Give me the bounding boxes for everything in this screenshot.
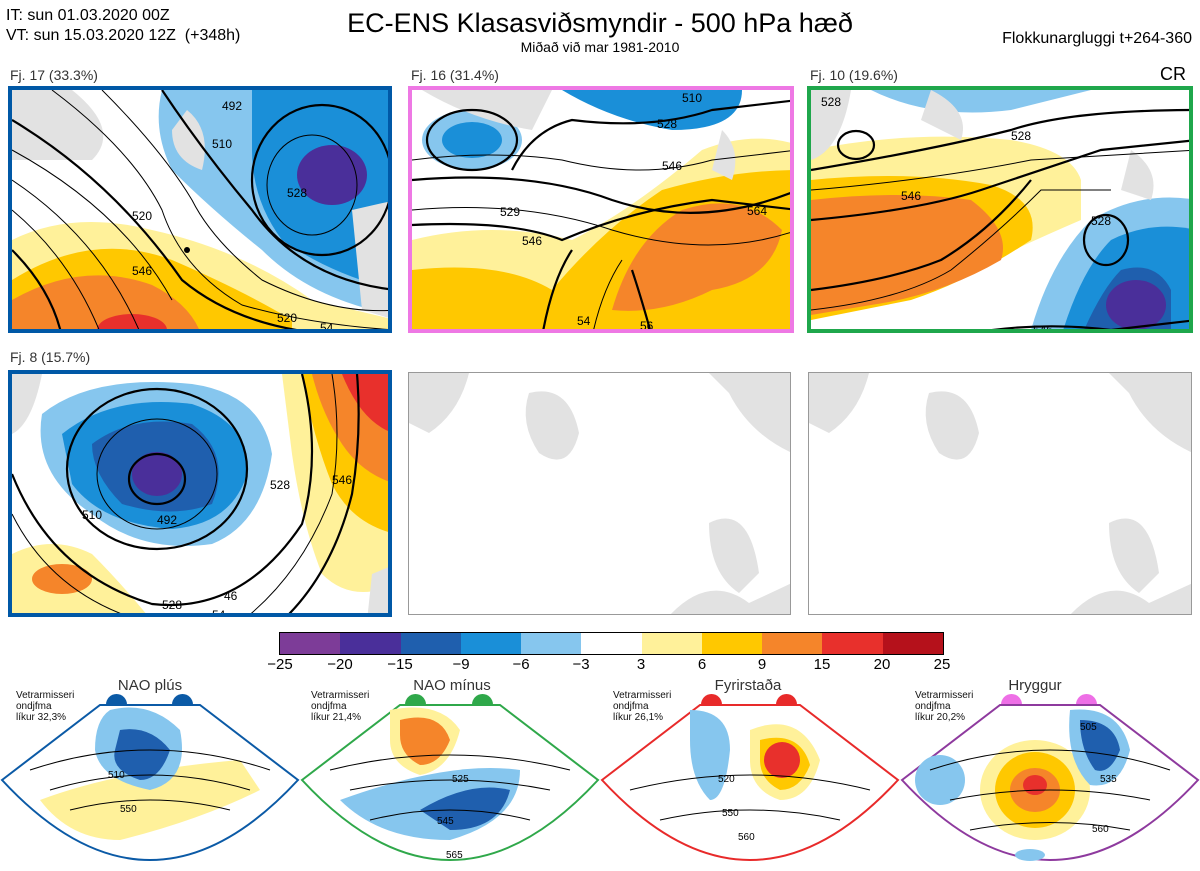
classification-window-label: Flokkunargluggi t+264-360 [1002,30,1192,47]
colorbar-swatch [521,633,582,654]
colorbar-swatch [581,633,642,654]
contour-label: 525 [452,774,469,785]
contour-label: 528 [1011,129,1031,143]
contour-label: 505 [1080,722,1097,733]
contour-label: 546 [132,264,152,278]
contour-label: 54 [212,608,226,617]
cluster-map-1: 492 510 528 520 546 520 54 [8,86,392,333]
contour-label: 56 [640,319,654,333]
contour-label: 546 [522,234,542,248]
empty-map-6 [808,372,1192,615]
contour-label: 565 [446,850,463,861]
contour-label: 510 [82,508,102,522]
colorbar-swatch [400,633,461,654]
regime-note-4: Vetrarmisseri ondjfma líkur 20,2% [915,690,974,723]
contour-label: 520 [718,774,735,785]
colorbar-swatch [882,633,943,654]
contour-label: 546 [332,473,352,487]
cluster-map-4: 510 492 528 546 528 54 46 [8,370,392,617]
cluster-label-4: Fj. 8 (15.7%) [10,349,91,365]
colorbar-swatch [762,633,823,654]
colorbar-tick: −6 [512,656,530,673]
colorbar-tick: 3 [636,656,646,673]
contour-label: 520 [277,311,297,325]
initial-time-label: IT: sun 01.03.2020 00Z [6,7,170,24]
cluster-label-3: Fj. 10 (19.6%) [810,67,898,83]
colorbar-tick: −20 [327,656,353,673]
contour-label: 492 [157,513,177,527]
regime-name-3: Fyrirstaða [714,677,782,694]
contour-label: 546 [1033,323,1053,333]
colorbar-tick: 15 [813,656,831,673]
colorbar-tick: −15 [387,656,413,673]
colorbar-swatch [280,633,341,654]
page-subtitle: Miðað við mar 1981-2010 [520,39,680,55]
colorbar-tick: −3 [572,656,590,673]
contour-label: 564 [747,204,767,218]
valid-time-label: VT: sun 15.03.2020 12Z (+348h) [6,27,241,44]
colorbar-swatch [822,633,883,654]
contour-label: 529 [500,205,520,219]
colorbar-tick: 9 [757,656,767,673]
cluster-map-3: 528 528 546 528 546 [807,86,1193,333]
contour-label: 54 [320,321,334,333]
contour-label: 528 [657,117,677,131]
regime-name-4: Hryggur [1008,677,1062,694]
cluster-label-1: Fj. 17 (33.3%) [10,67,98,83]
contour-label: 545 [437,816,454,827]
colorbar-tick: 6 [697,656,707,673]
regime-map-2: 525 545 565 [300,704,600,861]
contour-label: 528 [270,478,290,492]
cr-label: CR [1160,64,1186,84]
colorbar-swatch [460,633,522,654]
contour-label: 546 [901,189,921,203]
regime-name-2: NAO mínus [413,677,491,694]
cluster-label-2: Fj. 16 (31.4%) [411,67,499,83]
contour-label: 510 [108,770,125,781]
colorbar-tick: −25 [267,656,293,673]
regime-map-3: 520 550 560 [600,704,900,861]
contour-label: 492 [222,99,242,113]
contour-label: 528 [287,186,307,200]
colorbar-swatch [340,633,401,654]
page-title: EC-ENS Klasasviðsmyndir - 500 hPa hæð [347,8,853,38]
colorbar-tick: 25 [933,656,951,673]
regime-note-2: Vetrarmisseri ondjfma líkur 21,4% [311,690,370,723]
contour-label: 528 [162,598,182,612]
contour-label: 550 [120,804,137,815]
colorbar-swatch [701,633,763,654]
contour-label: 46 [224,589,238,603]
contour-label: 510 [212,137,232,151]
contour-label: 54 [577,314,591,328]
contour-label: 560 [1092,824,1109,835]
contour-label: 528 [821,95,841,109]
contour-label: 550 [722,808,739,819]
regime-name-1: NAO plús [117,677,183,694]
regime-map-1: 510 550 [0,704,300,861]
regime-map-4: 505 535 560 [900,704,1200,861]
regime-note-1: Vetrarmisseri ondjfma líkur 32,3% [16,690,75,723]
contour-label: 520 [132,209,152,223]
contour-label: 546 [662,159,682,173]
colorbar-tick: 20 [873,656,891,673]
contour-label: 560 [738,832,755,843]
contour-label: 528 [1091,214,1111,228]
empty-map-5 [408,372,791,615]
regime-note-3: Vetrarmisseri ondjfma líkur 26,1% [613,690,672,723]
cluster-map-2: 510 528 546 529 546 564 54 56 [408,86,794,333]
colorbar-swatch [641,633,702,654]
anomaly-colorbar [279,632,944,655]
colorbar-tick: −9 [452,656,470,673]
contour-label: 535 [1100,774,1117,785]
contour-label: 510 [682,91,702,105]
